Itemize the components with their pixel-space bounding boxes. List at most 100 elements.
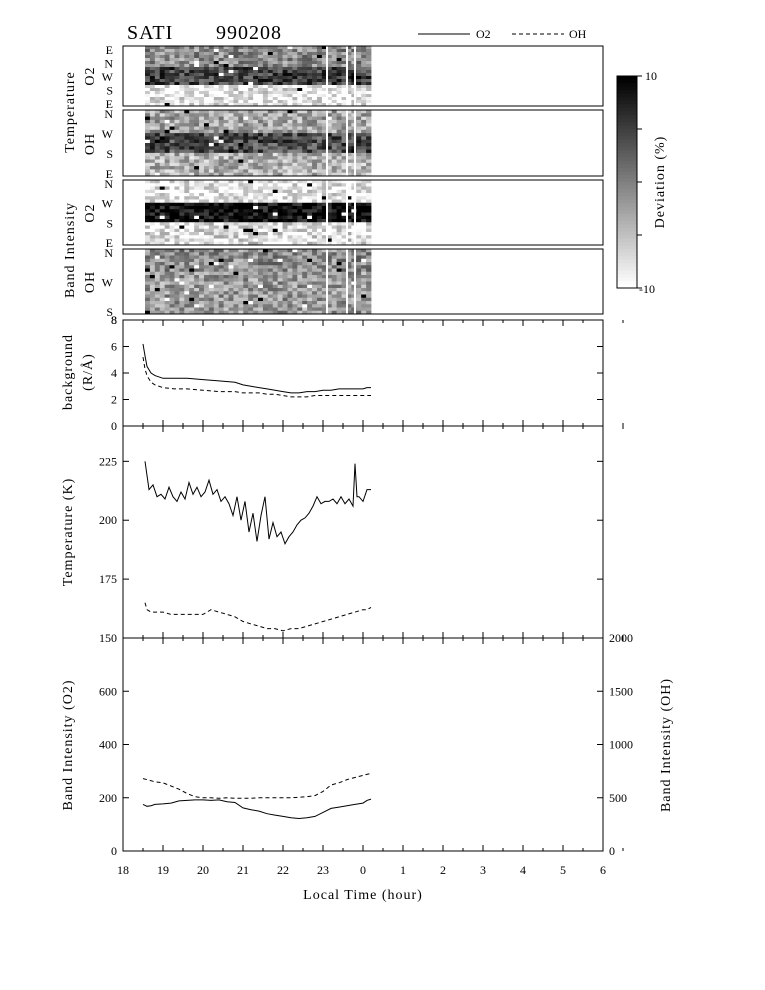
heatmap-cell — [179, 139, 185, 144]
heatmap-cell — [253, 284, 259, 289]
heatmap-cell — [243, 235, 249, 239]
heatmap-cell — [282, 222, 288, 226]
heatmap-cell — [267, 156, 274, 160]
heatmap-cell — [312, 136, 318, 141]
heatmap-cell — [189, 219, 195, 223]
heatmap-cell — [194, 304, 200, 308]
heatmap-cell — [213, 241, 220, 246]
heatmap-cell — [159, 166, 166, 170]
heatmap-cell — [145, 55, 151, 59]
heatmap-cell — [316, 238, 323, 243]
heatmap-cell — [287, 206, 293, 210]
heatmap-cell — [366, 133, 372, 137]
heatmap-cell — [366, 136, 372, 141]
heatmap-cell — [174, 55, 180, 59]
heatmap-cell — [287, 196, 293, 200]
heatmap-cell — [326, 232, 333, 236]
heatmap-cell — [336, 291, 342, 295]
heatmap-cell — [346, 146, 352, 150]
heatmap-cell — [154, 222, 161, 226]
heatmap-cell — [238, 49, 244, 53]
heatmap-cell — [326, 172, 333, 177]
heatmap-cell — [228, 180, 234, 184]
heatmap-cell — [248, 166, 254, 170]
heatmap-cell — [282, 193, 288, 197]
heatmap-cell — [164, 291, 170, 295]
heatmap-cell — [199, 110, 205, 114]
heatmap-cell — [326, 73, 333, 77]
heatmap-cell — [203, 149, 210, 154]
heatmap-cell — [282, 126, 288, 131]
heatmap-cell — [253, 258, 259, 263]
heatmap-cell — [326, 180, 333, 184]
heatmap-cell — [282, 275, 288, 279]
heatmap-cell — [341, 100, 347, 104]
heatmap-cell — [189, 97, 195, 101]
heatmap-cell — [243, 162, 249, 167]
heatmap-cell — [233, 255, 239, 260]
heatmap-cell — [233, 91, 239, 95]
colorbar-swatch — [617, 189, 637, 194]
heatmap-cell — [321, 146, 328, 150]
heatmap-cell — [213, 113, 220, 117]
heatmap-cell — [189, 222, 195, 226]
heatmap-cell — [307, 61, 313, 65]
heatmap-cell — [267, 110, 274, 114]
heatmap-cell — [228, 307, 234, 312]
heatmap-cell — [282, 119, 288, 124]
heatmap-cell — [213, 209, 220, 213]
heatmap-cell — [223, 58, 229, 62]
heatmap-cell — [149, 291, 156, 295]
heatmap-cell — [194, 268, 200, 273]
heatmap-cell — [194, 64, 200, 68]
heatmap-cell — [145, 61, 151, 65]
heatmap-cell — [326, 94, 333, 98]
heatmap-cell — [149, 275, 156, 279]
heatmap-cell — [169, 258, 175, 263]
colorbar-swatch — [617, 182, 637, 187]
heatmap-cell — [277, 162, 283, 167]
heatmap-cell — [253, 310, 259, 315]
heatmap-cell — [361, 301, 367, 305]
heatmap-cell — [302, 288, 308, 292]
heatmap-cell — [282, 278, 288, 282]
heatmap-cell — [272, 70, 279, 74]
heatmap-cell — [184, 133, 190, 137]
heatmap-cell — [326, 85, 333, 89]
heatmap-cell — [223, 103, 229, 107]
heatmap-cell — [331, 100, 338, 104]
heatmap-cell — [277, 110, 283, 114]
heatmap-cell — [287, 255, 293, 260]
heatmap-cell — [199, 49, 205, 53]
heatmap-cell — [218, 162, 225, 167]
heatmap-cell — [203, 91, 210, 95]
heatmap-cell — [341, 156, 347, 160]
heatmap-cell — [356, 46, 362, 50]
heatmap-cell — [194, 219, 200, 223]
heatmap-cell — [277, 228, 283, 233]
heatmap-cell — [233, 67, 239, 71]
heatmap-cell — [361, 149, 367, 154]
heatmap-cell — [336, 82, 342, 86]
heatmap-cell — [218, 146, 225, 150]
heatmap-cell — [189, 271, 195, 276]
heatmap-cell — [208, 297, 215, 302]
heatmap-cell — [307, 64, 313, 68]
heatmap-cell — [361, 193, 367, 197]
heatmap-cell — [145, 113, 151, 117]
heatmap-cell — [159, 149, 166, 154]
heatmap-cell — [243, 307, 249, 312]
heatmap-cell — [145, 79, 151, 83]
heatmap-cell — [292, 67, 298, 71]
heatmap-cell — [218, 275, 225, 279]
heatmap-cell — [262, 156, 269, 160]
heatmap-cell — [297, 265, 303, 269]
heatmap-cell — [218, 85, 225, 89]
heatmap-cell — [243, 119, 249, 124]
heatmap-cell — [346, 284, 352, 289]
heatmap-cell — [346, 97, 352, 101]
heatmap-cell — [159, 212, 166, 217]
heatmap-cell — [223, 252, 229, 256]
heatmap-cell — [277, 139, 283, 144]
heatmap-cell — [145, 284, 151, 289]
